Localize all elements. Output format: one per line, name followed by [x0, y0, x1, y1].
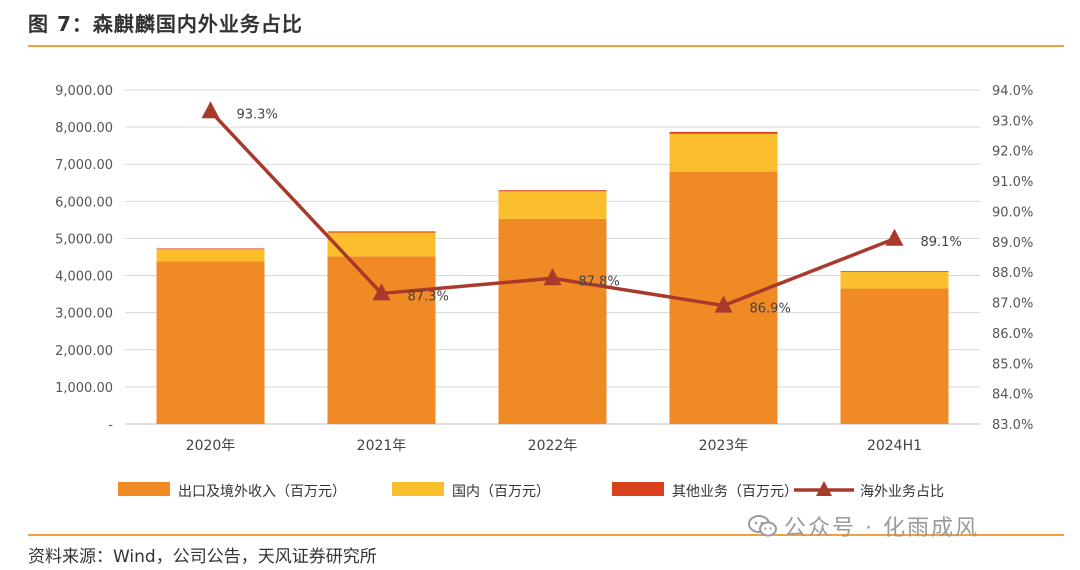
- x-tick-label: 2024H1: [867, 438, 922, 454]
- legend-label: 出口及境外收入（百万元）: [178, 484, 346, 500]
- y-right-tick-label: 92.0%: [992, 145, 1033, 160]
- ratio-data-label: 86.9%: [750, 302, 791, 317]
- y-right-tick-label: 87.0%: [992, 297, 1033, 312]
- ratio-point-marker: [543, 268, 562, 286]
- legend-swatch: [118, 482, 170, 496]
- y-left-tick-label: -: [108, 418, 113, 433]
- y-left-tick-label: 7,000.00: [55, 158, 113, 173]
- legend: 出口及境外收入（百万元） 国内（百万元） 其他业务（百万元） 海外业务占比: [118, 481, 944, 500]
- legend-label: 其他业务（百万元）: [672, 484, 798, 500]
- bar-segment: [498, 218, 607, 424]
- ratio-data-label: 93.3%: [237, 107, 278, 122]
- legend-marker: [816, 481, 832, 496]
- bar-segment: [840, 288, 949, 424]
- y-right-tick-label: 85.0%: [992, 357, 1033, 372]
- bar-segment: [840, 271, 949, 272]
- legend-swatch: [612, 482, 664, 496]
- legend-label: 海外业务占比: [860, 484, 944, 500]
- ratio-point-marker: [372, 283, 391, 301]
- y-axis-right: 83.0% 84.0% 85.0% 86.0% 87.0% 88.0% 89.0% 90.0%…: [992, 84, 1033, 433]
- y-right-tick-label: 84.0%: [992, 388, 1033, 403]
- x-tick-label: 2021年: [357, 438, 407, 454]
- bottom-divider: [28, 534, 1064, 536]
- x-axis: 2020年 2021年 2022年 2023年 2024H1: [186, 438, 922, 454]
- ratio-line: 93.3% 87.3% 87.8% 86.9% 89.1%: [201, 101, 962, 317]
- bar-segment: [327, 231, 436, 233]
- x-tick-label: 2020年: [186, 438, 236, 454]
- legend-label: 国内（百万元）: [452, 484, 550, 500]
- bars: [156, 131, 949, 424]
- ratio-point-marker: [201, 101, 220, 119]
- bar-segment: [498, 190, 607, 192]
- y-right-tick-label: 89.0%: [992, 236, 1033, 251]
- y-left-tick-label: 5,000.00: [55, 232, 113, 247]
- y-right-tick-label: 93.0%: [992, 114, 1033, 129]
- bar-segment: [156, 249, 265, 262]
- bar-segment: [669, 131, 778, 134]
- bar-segment: [669, 133, 778, 172]
- y-left-tick-label: 4,000.00: [55, 270, 113, 285]
- y-right-tick-label: 94.0%: [992, 84, 1033, 99]
- y-axis-left: - 1,000.00 2,000.00 3,000.00 4,000.00 5,000.0…: [55, 84, 113, 433]
- figure-title: 图 7：森麒麟国内外业务占比: [28, 12, 303, 36]
- y-right-tick-label: 86.0%: [992, 327, 1033, 342]
- source-note: 资料来源：Wind，公司公告，天风证券研究所: [28, 547, 377, 567]
- legend-swatch: [392, 482, 444, 496]
- y-right-tick-label: 90.0%: [992, 205, 1033, 220]
- bar-segment: [840, 271, 949, 289]
- bar-segment: [327, 232, 436, 257]
- wechat-icon: [748, 515, 777, 537]
- watermark: 公众号 · 化雨成风: [748, 510, 979, 542]
- ratio-point-marker: [885, 228, 904, 246]
- y-left-tick-label: 1,000.00: [55, 381, 113, 396]
- y-left-tick-label: 8,000.00: [55, 121, 113, 136]
- y-right-tick-label: 91.0%: [992, 175, 1033, 190]
- ratio-point-marker: [714, 295, 733, 313]
- y-left-tick-label: 2,000.00: [55, 344, 113, 359]
- combo-chart: - 1,000.00 2,000.00 3,000.00 4,000.00 5,000.0…: [55, 84, 1033, 500]
- bar-segment: [156, 261, 265, 424]
- bar-segment: [327, 256, 436, 424]
- y-left-tick-label: 3,000.00: [55, 307, 113, 322]
- ratio-data-label: 87.8%: [579, 274, 620, 289]
- ratio-data-label: 87.3%: [408, 289, 449, 304]
- top-divider: [28, 45, 1064, 47]
- y-left-tick-label: 6,000.00: [55, 195, 113, 210]
- y-right-tick-label: 83.0%: [992, 418, 1033, 433]
- x-tick-label: 2022年: [528, 438, 578, 454]
- bar-segment: [498, 191, 607, 219]
- x-tick-label: 2023年: [699, 438, 749, 454]
- watermark-text: 公众号 · 化雨成风: [784, 516, 979, 541]
- y-left-tick-label: 9,000.00: [55, 84, 113, 99]
- ratio-data-label: 89.1%: [921, 235, 962, 250]
- bar-segment: [156, 248, 265, 250]
- y-right-tick-label: 88.0%: [992, 266, 1033, 281]
